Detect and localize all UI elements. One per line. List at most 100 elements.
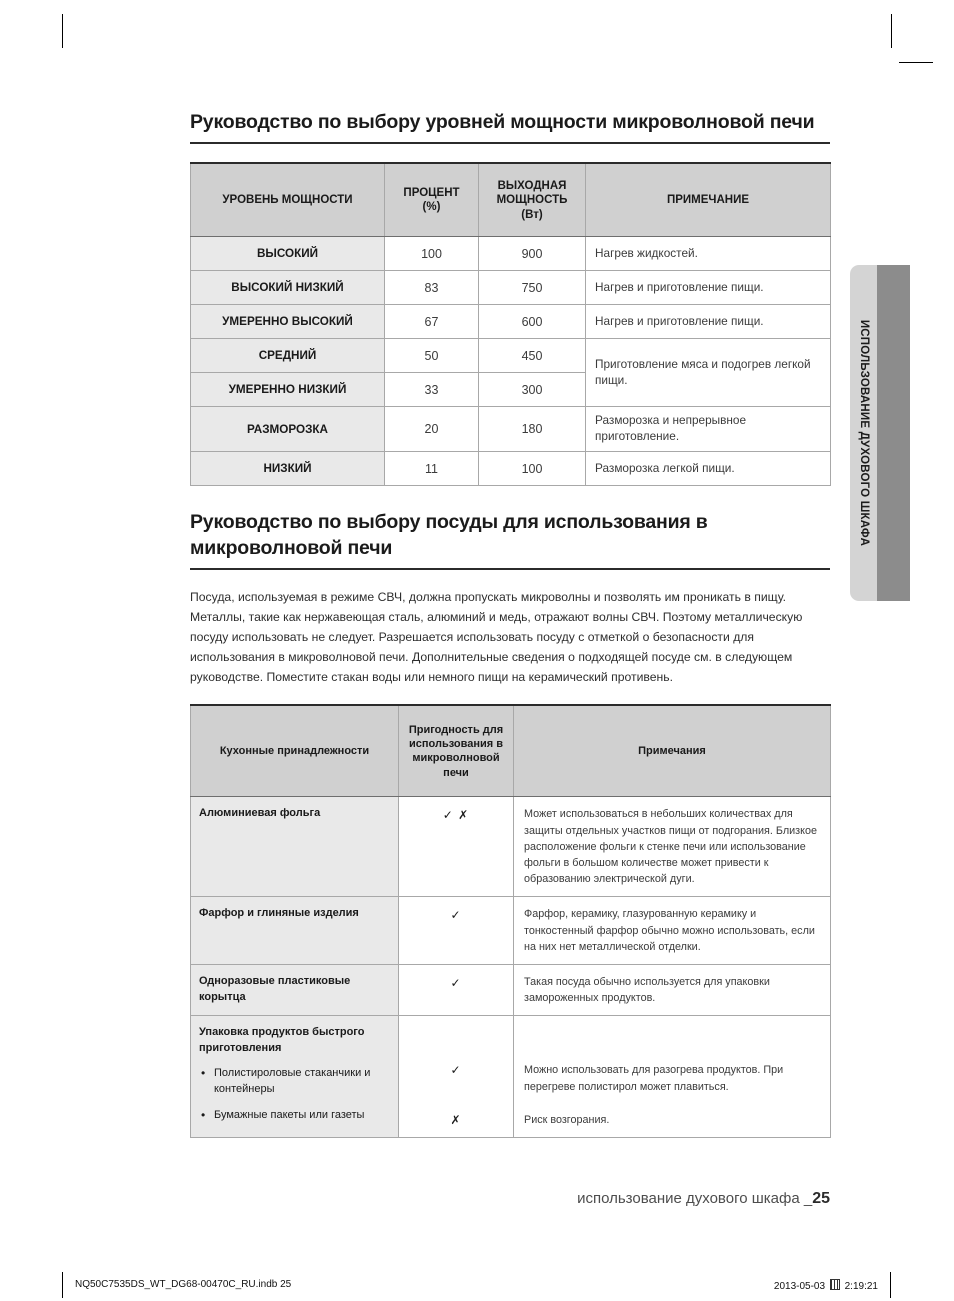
col-header-output-line1: ВЫХОДНАЯ [497, 179, 567, 192]
power-level-name: УМЕРЕННО ВЫСОКИЙ [190, 304, 385, 340]
col-header-suitability: Пригодность для использования в микровол… [398, 704, 514, 798]
col-header-percent-line2: (%) [422, 201, 441, 214]
cookware-notes: Можно использовать для разогрева продукт… [513, 1060, 831, 1104]
col-header-suitability-line2: использования в [408, 738, 503, 751]
cookware-suitability-table: Кухонные принадлежности Пригодность для … [190, 704, 831, 1138]
col-header-suitability-line1: Пригодность для [408, 723, 504, 736]
missing-glyph-icon [829, 1279, 840, 1290]
side-tab-label: ИСПОЛЬЗОВАНИЕ ДУХОВОГО ШКАФА [858, 319, 870, 547]
power-level-percent: 50 [384, 338, 479, 374]
power-level-percent: 83 [384, 270, 479, 306]
power-level-watts: 100 [478, 451, 586, 487]
side-tab-dark-strip [877, 265, 910, 601]
power-level-watts: 900 [478, 236, 586, 272]
page-number: 25 [812, 1190, 830, 1207]
cookware-suitability-mark: ✓ [398, 896, 514, 965]
col-header-percent: ПРОЦЕНТ (%) [384, 162, 479, 238]
col-header-power-level: УРОВЕНЬ МОЩНОСТИ [190, 162, 385, 238]
table-row: СРЕДНИЙ 50 450 Приготовление мяса и подо… [190, 338, 831, 408]
power-level-percent: 11 [384, 451, 479, 487]
cookware-notes: Может использоваться в небольших количес… [513, 796, 831, 898]
col-header-output-line3: (Вт) [521, 208, 543, 221]
section-title-cookware: Руководство по выбору посуды для использ… [190, 511, 708, 559]
col-header-notes: Примечания [513, 704, 831, 798]
table-row: НИЗКИЙ 11 100 Разморозка легкой пищи. [190, 451, 831, 487]
section-divider-1 [190, 142, 830, 145]
power-level-note: Нагрев и приготовление пищи. [585, 304, 831, 340]
table-row: ✗ Риск возгорания. [191, 1103, 831, 1138]
table-row: РАЗМОРОЗКА 20 180 Разморозка и непрерывн… [190, 406, 831, 453]
table-row: Фарфор и глиняные изделия ✓ Фарфор, кера… [190, 896, 831, 965]
print-footer-timestamp: 2013-05-03 2:19:21 [774, 1279, 878, 1292]
section-divider-2 [190, 568, 830, 571]
table-row: ВЫСОКИЙ НИЗКИЙ 83 750 Нагрев и приготовл… [190, 270, 831, 306]
power-level-note: Нагрев жидкостей. [585, 236, 831, 272]
power-level-watts: 300 [478, 372, 586, 408]
power-level-table: УРОВЕНЬ МОЩНОСТИ ПРОЦЕНТ (%) ВЫХОДНАЯ МО… [190, 162, 831, 487]
col-header-percent-line1: ПРОЦЕНТ [403, 186, 460, 199]
cookware-group-title: Упаковка продуктов быстрого приготовлени… [199, 1026, 365, 1054]
table-row: ВЫСОКИЙ 100 900 Нагрев жидкостей. [190, 236, 831, 272]
col-header-cookware: Кухонные принадлежности [190, 704, 399, 798]
power-level-watts: 600 [478, 304, 586, 340]
col-header-output-power: ВЫХОДНАЯ МОЩНОСТЬ (Вт) [478, 162, 586, 238]
cookware-group-bullets: Полистироловые стаканчики и контейнеры Б… [199, 1065, 390, 1125]
crop-mark-top-right [891, 14, 892, 48]
power-level-note: Разморозка и непрерывное приготовление. [585, 406, 831, 453]
print-footer-date: 2013-05-03 [773, 1281, 826, 1292]
power-level-name: НИЗКИЙ [190, 451, 385, 487]
col-header-note: ПРИМЕЧАНИЕ [585, 162, 831, 238]
col-header-output-line2: МОЩНОСТЬ [496, 194, 568, 207]
power-level-name: УМЕРЕННО НИЗКИЙ [190, 372, 385, 408]
cookware-suitability-mark: ✓ [398, 963, 514, 1017]
power-level-percent: 33 [384, 372, 479, 408]
print-footer-filename: NQ50C7535DS_WT_DG68-00470C_RU.indb 25 [75, 1279, 292, 1290]
power-level-name: СРЕДНИЙ [190, 338, 385, 374]
table-row: Одноразовые пластиковые корытца ✓ Такая … [190, 963, 831, 1017]
power-level-note-merged: Приготовление мяса и подогрев легкой пищ… [585, 338, 831, 408]
cookware-notes: Фарфор, керамику, глазурованную керамику… [513, 896, 831, 965]
col-header-suitability-line3: микроволновой [412, 752, 500, 765]
power-level-name: ВЫСОКИЙ [190, 236, 385, 272]
list-item: Бумажные пакеты или газеты [199, 1107, 390, 1124]
footer-chapter-label: использование духового шкафа _ [577, 1190, 813, 1207]
cookware-notes: Такая посуда обычно используется для упа… [513, 963, 831, 1017]
cookware-item-name: Алюминиевая фольга [190, 796, 399, 898]
table-header-row: Кухонные принадлежности Пригодность для … [190, 704, 831, 798]
table-row: ✓ Можно использовать для разогрева проду… [191, 1060, 831, 1104]
page-content: Руководство по выбору уровней мощности м… [190, 110, 831, 1138]
print-footer-time: 2:19:21 [844, 1281, 878, 1292]
power-level-note: Нагрев и приготовление пищи. [585, 270, 831, 306]
section-title-power-levels: Руководство по выбору уровней мощности м… [190, 111, 815, 133]
cookware-suitability-mark: ✓ ✗ [398, 796, 514, 898]
chapter-side-tab: ИСПОЛЬЗОВАНИЕ ДУХОВОГО ШКАФА [850, 265, 910, 601]
cookware-item-name: Одноразовые пластиковые корытца [190, 963, 399, 1017]
power-level-percent: 20 [384, 406, 479, 453]
table-row-grouped: Упаковка продуктов быстрого приготовлени… [190, 1015, 831, 1138]
table-header-row: УРОВЕНЬ МОЩНОСТИ ПРОЦЕНТ (%) ВЫХОДНАЯ МО… [190, 162, 831, 238]
page-footer: использование духового шкафа _25 [190, 1190, 830, 1208]
crop-mark-top-right-horizontal [899, 62, 933, 63]
cookware-group-spacer-mark [398, 1015, 514, 1061]
table-row: УМЕРЕННО НИЗКИЙ 33 300 [190, 372, 831, 408]
spacer [190, 486, 830, 510]
cookware-suitability-mark: ✓ [398, 1060, 514, 1104]
table-row: Алюминиевая фольга ✓ ✗ Может использоват… [190, 796, 831, 898]
power-level-percent: 100 [384, 236, 479, 272]
cookware-item-group: Упаковка продуктов быстрого приготовлени… [190, 1015, 399, 1138]
power-level-watts: 450 [478, 338, 586, 374]
table-row: УМЕРЕННО ВЫСОКИЙ 67 600 Нагрев и пригото… [190, 304, 831, 340]
crop-mark-top-left [62, 14, 63, 48]
power-level-watts: 750 [478, 270, 586, 306]
cookware-suitability-mark: ✗ [398, 1103, 514, 1138]
power-level-note: Разморозка легкой пищи. [585, 451, 831, 487]
power-level-name: РАЗМОРОЗКА [190, 406, 385, 453]
cookware-intro-paragraph: Посуда, используемая в режиме СВЧ, должн… [190, 590, 803, 684]
power-level-name: ВЫСОКИЙ НИЗКИЙ [190, 270, 385, 306]
cookware-group-spacer-notes [513, 1015, 831, 1061]
list-item: Полистироловые стаканчики и контейнеры [199, 1065, 390, 1098]
power-level-percent: 67 [384, 304, 479, 340]
cookware-item-name: Фарфор и глиняные изделия [190, 896, 399, 965]
cookware-notes: Риск возгорания. [513, 1103, 831, 1138]
print-footer-bar: NQ50C7535DS_WT_DG68-00470C_RU.indb 25 20… [62, 1272, 891, 1298]
